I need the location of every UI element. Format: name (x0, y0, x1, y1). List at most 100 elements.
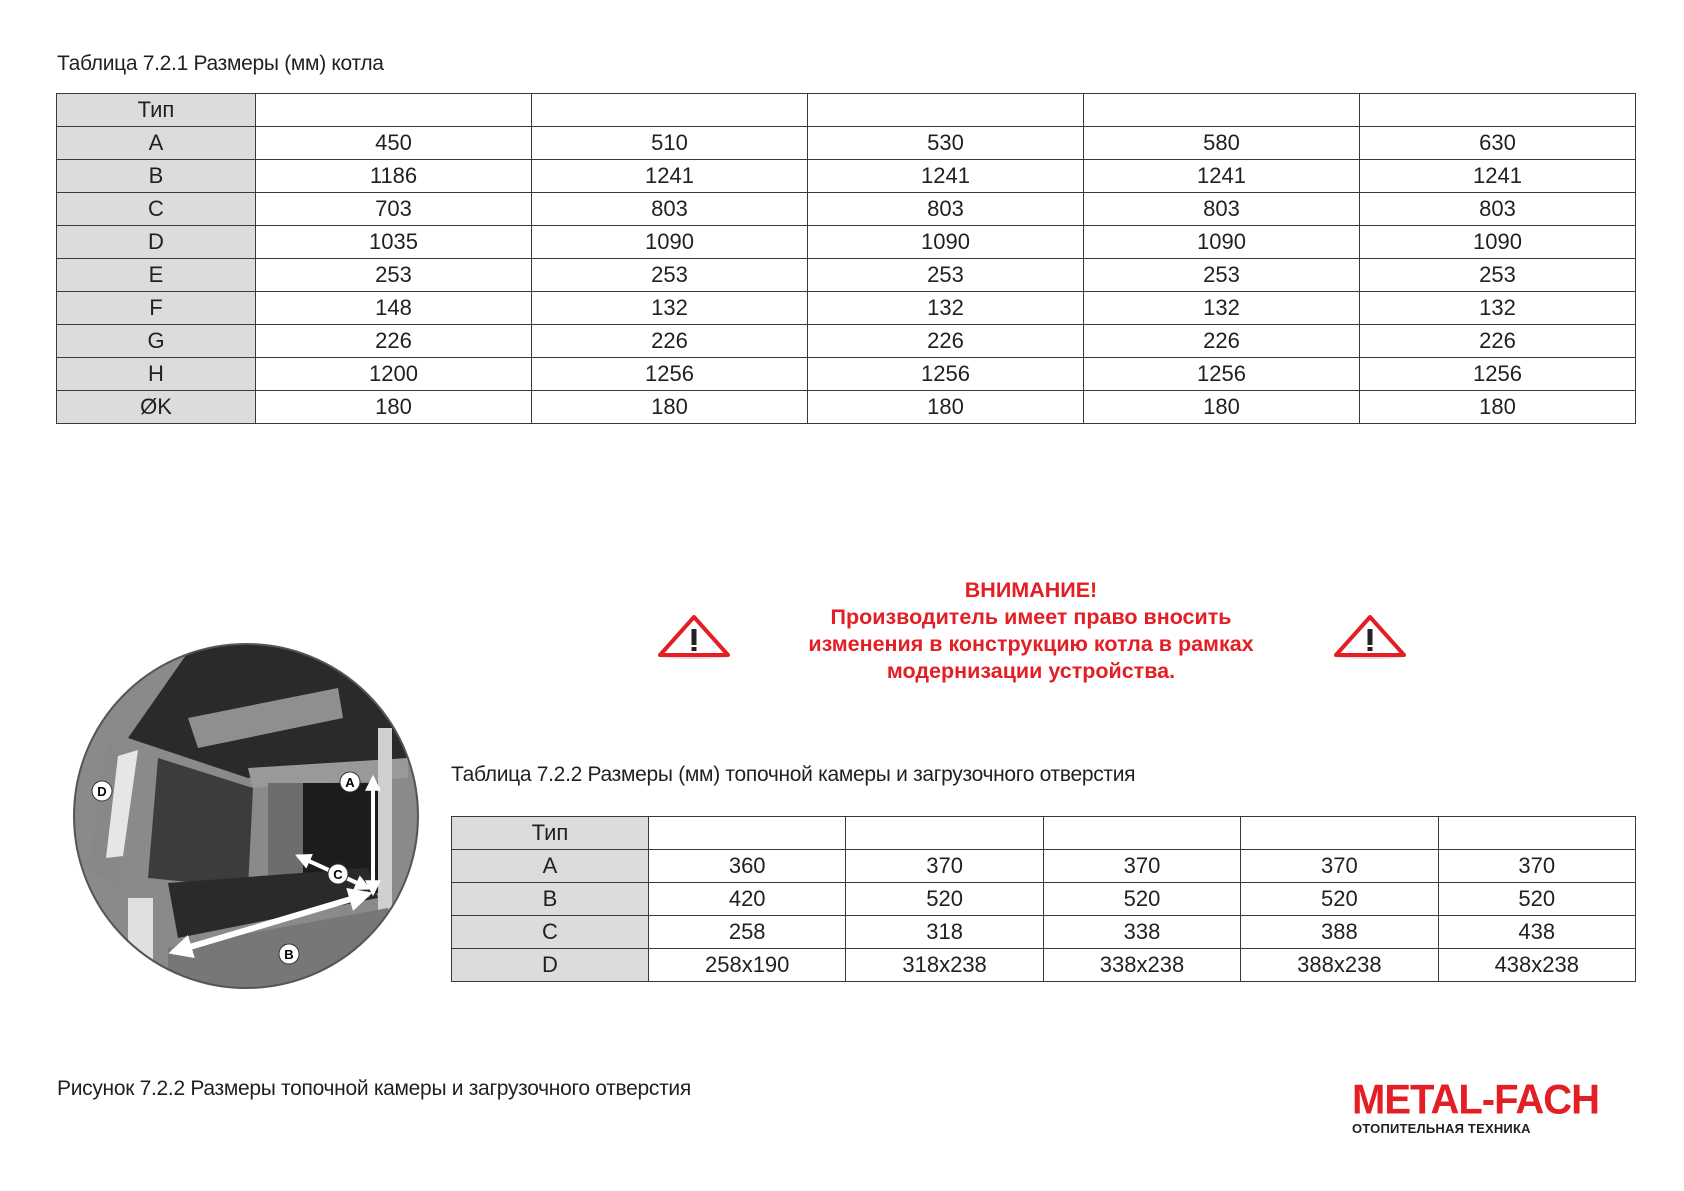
header-cell (807, 93, 1084, 127)
value-cell: 253 (255, 258, 532, 292)
value-cell: 450 (255, 126, 532, 160)
table-row: C 703 803 803 803 803 (56, 192, 1636, 226)
value-cell: 1035 (255, 225, 532, 259)
value-cell: 1256 (531, 357, 808, 391)
value-cell: 803 (807, 192, 1084, 226)
value-cell: 1200 (255, 357, 532, 391)
value-cell: 1090 (1359, 225, 1636, 259)
value-cell: 180 (807, 390, 1084, 424)
label-d: D (97, 784, 106, 799)
value-cell: 1256 (1359, 357, 1636, 391)
value-cell: 388 (1240, 915, 1439, 949)
value-cell: 258x190 (647, 948, 847, 982)
table-row: E 253 253 253 253 253 (56, 258, 1636, 292)
table-row: B 420 520 520 520 520 (451, 882, 1637, 916)
header-cell (1083, 93, 1360, 127)
boiler-dimensions-table: Тип A 450 510 530 580 630 B 1186 1241 1241 1241 1241… (56, 93, 1636, 424)
value-cell: 226 (531, 324, 808, 358)
value-cell: 1090 (531, 225, 808, 259)
value-cell: 253 (1083, 258, 1360, 292)
value-cell: 360 (647, 849, 847, 883)
header-cell (845, 816, 1044, 850)
value-cell: 370 (1240, 849, 1439, 883)
warning-line: изменения в конструкцию котла в рамках (808, 632, 1254, 656)
type-header-cell: Тип (451, 816, 649, 850)
label-c: C (333, 867, 343, 882)
value-cell: 438x238 (1437, 948, 1637, 982)
figure-caption: Рисунок 7.2.2 Размеры топочной камеры и … (57, 1077, 691, 1100)
value-cell: 520 (1240, 882, 1439, 916)
value-cell: 520 (1042, 882, 1242, 916)
chamber-dimensions-table: Тип A 360 370 370 370 370 B 420 520 520 520 520 C 258 3… (451, 816, 1637, 982)
header-row: Тип (451, 816, 1637, 850)
value-cell: 703 (255, 192, 532, 226)
value-cell: 226 (1083, 324, 1360, 358)
warning-triangle-icon (1334, 615, 1406, 659)
value-cell: 318x238 (845, 948, 1044, 982)
parameter-cell: C (56, 192, 256, 226)
value-cell: 226 (255, 324, 532, 358)
value-cell: 1256 (807, 357, 1084, 391)
table-row: H 1200 1256 1256 1256 1256 (56, 357, 1636, 391)
warning-triangle-icon (658, 615, 730, 659)
table2-title: Таблица 7.2.2 Размеры (мм) топочной каме… (451, 763, 1136, 786)
value-cell: 180 (531, 390, 808, 424)
value-cell: 1090 (807, 225, 1084, 259)
value-cell: 1241 (807, 159, 1084, 193)
value-cell: 132 (531, 291, 808, 325)
value-cell: 180 (1083, 390, 1360, 424)
parameter-cell: B (56, 159, 256, 193)
value-cell: 803 (1359, 192, 1636, 226)
table-row: D 1035 1090 1090 1090 1090 (56, 225, 1636, 259)
parameter-cell: F (56, 291, 256, 325)
value-cell: 253 (807, 258, 1084, 292)
value-cell: 1241 (1359, 159, 1636, 193)
header-cell (531, 93, 808, 127)
value-cell: 148 (255, 291, 532, 325)
parameter-cell: A (451, 849, 649, 883)
value-cell: 258 (647, 915, 847, 949)
value-cell: 580 (1083, 126, 1360, 160)
header-cell (647, 816, 847, 850)
value-cell: 370 (1042, 849, 1242, 883)
header-cell (1240, 816, 1439, 850)
value-cell: 318 (845, 915, 1044, 949)
value-cell: 420 (647, 882, 847, 916)
label-a: A (345, 775, 355, 790)
warning-notice: ВНИМАНИЕ! Производитель имеет право внос… (731, 577, 1331, 685)
value-cell: 338x238 (1042, 948, 1242, 982)
value-cell: 370 (1437, 849, 1637, 883)
header-cell (1042, 816, 1242, 850)
parameter-cell: D (451, 948, 649, 982)
value-cell: 1186 (255, 159, 532, 193)
warning-title: ВНИМАНИЕ! (964, 578, 1098, 602)
header-cell (255, 93, 532, 127)
value-cell: 338 (1042, 915, 1242, 949)
table-row: A 360 370 370 370 370 (451, 849, 1637, 883)
table-row: ØK 180 180 180 180 180 (56, 390, 1636, 424)
value-cell: 226 (807, 324, 1084, 358)
warning-line: модернизации устройства. (886, 659, 1176, 683)
table-row: D 258x190 318x238 338x238 388x238 438x238 (451, 948, 1637, 982)
table-row: A 450 510 530 580 630 (56, 126, 1636, 160)
header-cell (1359, 93, 1636, 127)
parameter-cell: C (451, 915, 649, 949)
logo-brand: METAL-FACH (1352, 1076, 1600, 1124)
header-cell (1437, 816, 1637, 850)
value-cell: 132 (807, 291, 1084, 325)
value-cell: 530 (807, 126, 1084, 160)
value-cell: 1241 (1083, 159, 1360, 193)
value-cell: 180 (1359, 390, 1636, 424)
type-header-cell: Тип (56, 93, 256, 127)
parameter-cell: H (56, 357, 256, 391)
table-row: B 1186 1241 1241 1241 1241 (56, 159, 1636, 193)
warning-line: Производитель имеет право вносить (830, 605, 1232, 629)
value-cell: 630 (1359, 126, 1636, 160)
parameter-cell: A (56, 126, 256, 160)
value-cell: 388x238 (1240, 948, 1439, 982)
table-row: F 148 132 132 132 132 (56, 291, 1636, 325)
value-cell: 520 (845, 882, 1044, 916)
table-row: C 258 318 338 388 438 (451, 915, 1637, 949)
value-cell: 132 (1359, 291, 1636, 325)
value-cell: 510 (531, 126, 808, 160)
